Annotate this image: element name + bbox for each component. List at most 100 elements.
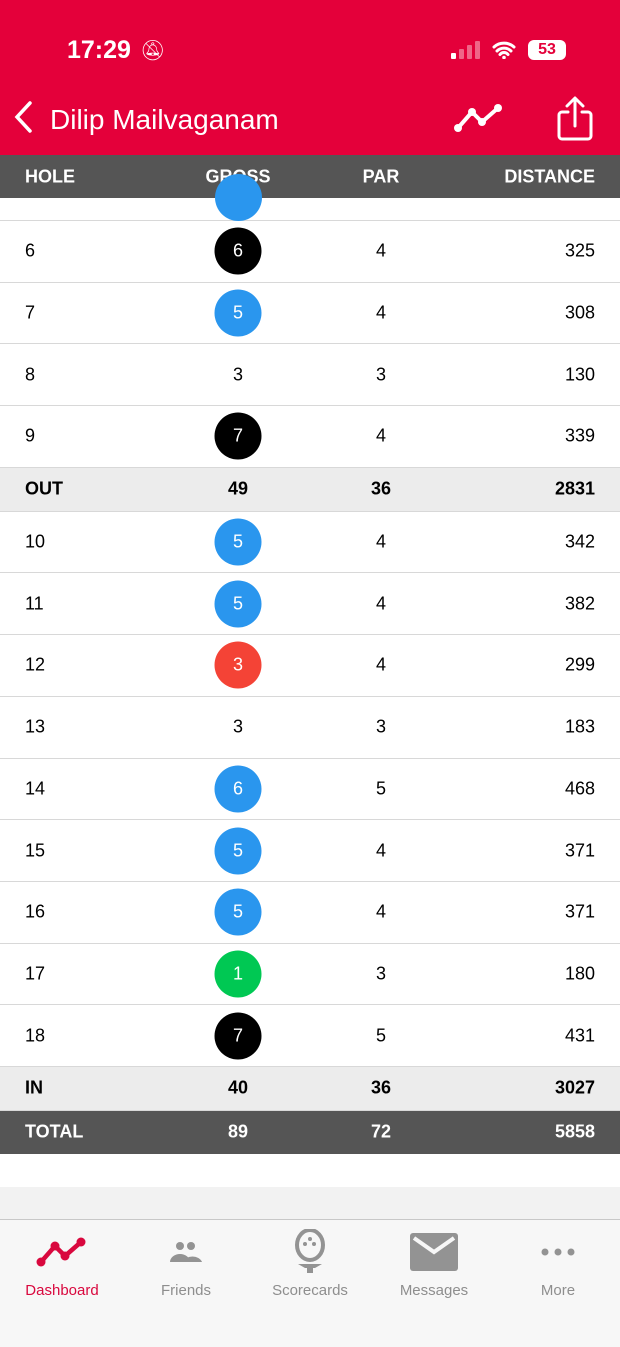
col-hole: HOLE [25, 166, 76, 186]
hole-value: TOTAL [25, 1121, 84, 1142]
par-value: 4 [375, 654, 387, 675]
hole-value: 17 [25, 963, 46, 984]
status-icons: 53 [451, 40, 566, 60]
gross-value: 5 [232, 840, 243, 861]
table-header: HOLE GROSS PAR DISTANCE [0, 155, 620, 198]
par-value: 4 [375, 593, 387, 614]
score-marker [215, 174, 262, 221]
hole-value: 11 [25, 593, 44, 614]
table-row: 18 7 5 431 [0, 1005, 620, 1067]
par-value: 3 [375, 963, 387, 984]
table-row: 11 5 4 382 [0, 573, 620, 636]
gross-value: 7 [232, 1025, 243, 1046]
par-value: 5 [375, 778, 387, 799]
hole-value: 15 [25, 840, 46, 861]
scorecard-table[interactable]: 6 6 4 325 7 5 4 308 8 3 3 130 9 7 4 339 OUT … [0, 174, 620, 1154]
gross-value: 5 [232, 531, 243, 552]
tab-label: Friends [160, 1282, 212, 1299]
score-marker: 5 [214, 518, 262, 566]
wifi-icon [492, 41, 516, 59]
share-button[interactable] [556, 96, 594, 142]
distance-value: 299 [564, 654, 595, 675]
score-marker: 1 [214, 950, 262, 998]
gross-value: 49 [227, 478, 249, 499]
table-row: 12 3 4 299 [0, 635, 620, 697]
gross-value: 6 [232, 240, 243, 261]
gross-value: 5 [232, 302, 243, 323]
table-row: 7 5 4 308 [0, 282, 620, 345]
tab-bar: Dashboard Friends Scorecards Messages More [0, 1219, 620, 1347]
row-in: IN 40 36 3027 [0, 1066, 620, 1111]
tab-label: Dashboard [25, 1282, 99, 1299]
hole-value: 8 [25, 364, 36, 385]
distance-value: 5858 [554, 1121, 595, 1142]
distance-value: 325 [564, 240, 595, 261]
distance-value: 3027 [554, 1077, 595, 1098]
tab-dashboard[interactable]: Dashboard [0, 1220, 124, 1347]
score-marker: 5 [214, 888, 262, 936]
par-value: 3 [375, 716, 387, 737]
hole-value: 9 [25, 425, 36, 446]
table-row: 9 7 4 339 [0, 406, 620, 468]
back-button[interactable] [12, 100, 34, 140]
distance-value: 2831 [554, 478, 595, 499]
tab-messages[interactable]: Messages [372, 1220, 496, 1347]
gross-value: 1 [232, 963, 243, 984]
score-marker: 5 [214, 289, 262, 337]
gross-value: 5 [232, 593, 243, 614]
par-value: 5 [375, 1025, 387, 1046]
table-row: 16 5 4 371 [0, 881, 620, 944]
score-marker: 7 [214, 412, 262, 460]
battery-indicator: 53 [528, 40, 566, 60]
distance-value: 180 [564, 963, 595, 984]
gross-value: 3 [232, 654, 243, 675]
hole-value: 16 [25, 901, 46, 922]
tab-label: Messages [399, 1282, 469, 1299]
tab-friends[interactable]: Friends [124, 1220, 248, 1347]
par-value: 36 [370, 478, 392, 499]
silent-bell-icon: 🔕︎ [140, 40, 166, 62]
par-value: 4 [375, 840, 387, 861]
hole-value: 7 [25, 302, 36, 323]
messages-icon [410, 1228, 458, 1276]
col-distance: DISTANCE [504, 166, 595, 186]
hole-value: 6 [25, 240, 36, 261]
distance-value: 308 [564, 302, 595, 323]
distance-value: 382 [564, 593, 595, 614]
par-value: 4 [375, 425, 387, 446]
scorecards-icon [293, 1228, 327, 1276]
hole-value: OUT [25, 478, 63, 499]
table-row-partial [0, 174, 620, 221]
table-row: 14 6 5 468 [0, 758, 620, 821]
table-row: 10 5 4 342 [0, 511, 620, 574]
distance-value: 130 [564, 364, 595, 385]
par-value: 36 [370, 1077, 392, 1098]
status-time: 17:29 [67, 36, 131, 64]
score-marker: 5 [214, 580, 262, 628]
table-row: 13 3 3 183 [0, 696, 620, 759]
friends-icon [169, 1228, 203, 1276]
tab-scorecards[interactable]: Scorecards [248, 1220, 372, 1347]
more-icon [540, 1228, 576, 1276]
tab-more[interactable]: More [496, 1220, 620, 1347]
dashboard-icon [35, 1228, 89, 1276]
distance-value: 431 [564, 1025, 595, 1046]
table-row: 6 6 4 325 [0, 221, 620, 283]
score-marker: 6 [214, 765, 262, 813]
gross-value: 6 [232, 778, 243, 799]
hole-value: 14 [25, 778, 46, 799]
gross-value: 5 [232, 901, 243, 922]
distance-value: 371 [564, 840, 595, 861]
score-marker: 6 [214, 227, 262, 275]
signal-icon [451, 41, 480, 59]
table-row: 15 5 4 371 [0, 820, 620, 882]
par-value: 3 [375, 364, 387, 385]
hole-value: 18 [25, 1025, 46, 1046]
par-value: 4 [375, 240, 387, 261]
score-marker: 5 [214, 827, 262, 875]
stats-trend-button[interactable] [452, 102, 506, 134]
gross-value: 89 [227, 1121, 249, 1142]
nav-bar: 17:29 🔕︎ 53 Dilip Mailvaganam [0, 0, 620, 155]
distance-value: 183 [564, 716, 595, 737]
gross-value: 7 [232, 425, 243, 446]
